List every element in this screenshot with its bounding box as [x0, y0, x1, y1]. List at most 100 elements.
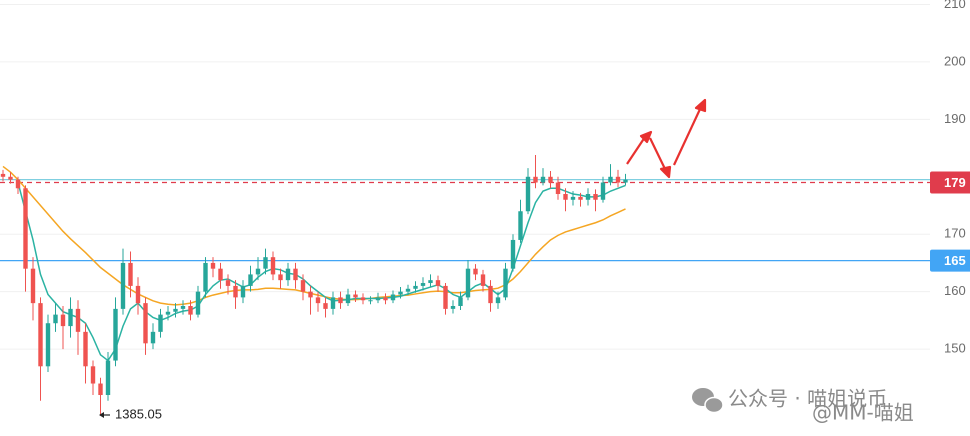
candle-body	[248, 274, 253, 286]
candle-body	[465, 268, 471, 298]
arrow-up-1	[626, 136, 646, 165]
candle-body	[293, 268, 298, 281]
candle-body	[615, 176, 621, 183]
candle-body	[23, 188, 28, 269]
grid: 210 200 190 170 160 150	[0, 0, 966, 356]
y-tick-label: 210	[944, 0, 966, 11]
candle-body	[225, 280, 231, 286]
low-arrowhead	[99, 412, 104, 418]
arrowhead	[694, 98, 707, 113]
candle-body	[8, 176, 13, 180]
candle-body	[533, 176, 538, 183]
candle-body	[510, 239, 516, 269]
y-tick-label: 170	[944, 226, 966, 241]
candle-body	[105, 360, 111, 396]
candle-body	[390, 294, 396, 301]
candle-body	[375, 297, 381, 301]
candle-body	[473, 268, 478, 275]
candle-body	[443, 285, 448, 309]
candle-body	[383, 297, 388, 301]
candle-body	[308, 291, 313, 298]
candle-body	[353, 294, 358, 298]
y-tick-label: 200	[944, 53, 966, 68]
y-tick-label: 190	[944, 111, 966, 126]
low-annotation: 1385.05	[99, 406, 162, 421]
level-label: 165	[944, 253, 966, 268]
wechat-icon	[692, 388, 724, 414]
candle-body	[420, 283, 426, 286]
candle-body	[623, 179, 628, 183]
candle-body	[315, 297, 321, 304]
candle-body	[158, 314, 163, 332]
candle-body	[120, 262, 126, 309]
candle-body	[143, 303, 148, 344]
candle-body	[600, 182, 606, 200]
candle-body	[180, 306, 186, 309]
y-tick-label: 160	[944, 283, 966, 298]
candle-body	[15, 179, 21, 189]
arrowhead	[659, 165, 672, 179]
ma-line	[2, 165, 626, 306]
candle-body	[525, 176, 531, 212]
candle-body	[548, 176, 553, 183]
watermark: 公众号 · 喵姐说币 @MM-喵姐	[692, 387, 914, 425]
candle-body	[270, 257, 276, 275]
candle-body	[563, 194, 568, 200]
level-badge	[930, 171, 970, 194]
level-label: 179	[944, 175, 966, 190]
level-badge	[930, 249, 970, 272]
candle-body	[518, 211, 523, 240]
candle-body	[323, 303, 328, 309]
candle-body	[240, 285, 246, 298]
candle-body	[413, 285, 418, 289]
candle-body	[480, 274, 486, 286]
candle-body	[555, 182, 561, 195]
candle-body	[165, 311, 171, 315]
candle-body	[398, 291, 403, 295]
candle-body	[435, 280, 441, 286]
ma-line	[17, 182, 626, 362]
candle-body	[30, 268, 36, 304]
candle-body	[585, 194, 591, 200]
candle-body	[255, 268, 261, 275]
candle-body	[188, 306, 193, 315]
watermark-text: @MM-喵姐	[812, 401, 914, 425]
candle-body	[75, 308, 81, 332]
watermark-text: 公众号 · 喵姐说币	[728, 387, 887, 411]
candle-body	[338, 297, 343, 304]
candle-body	[0, 173, 6, 177]
candle-body	[195, 291, 201, 315]
candle-body	[495, 297, 501, 304]
candle-body	[128, 262, 133, 286]
candle-body	[83, 331, 88, 367]
candle-body	[53, 314, 58, 324]
candle-body	[173, 308, 178, 312]
candle-body	[330, 297, 336, 309]
candle-body	[578, 196, 583, 200]
candle-body	[608, 176, 613, 183]
candle-body	[90, 366, 96, 384]
candle-body	[113, 308, 118, 361]
candle-body	[263, 257, 268, 269]
candle-body	[98, 383, 103, 396]
candle-body	[45, 323, 51, 367]
candle-body	[60, 314, 66, 327]
candle-body	[488, 285, 493, 304]
candle-body	[360, 297, 366, 301]
arrow-down	[649, 137, 667, 172]
candles	[0, 154, 628, 416]
candle-body	[218, 268, 223, 281]
candle-body	[203, 262, 208, 292]
candle-body	[458, 297, 463, 307]
trend-arrows	[626, 98, 707, 179]
candle-body	[428, 280, 433, 284]
candle-body	[345, 294, 351, 304]
candle-body	[38, 303, 43, 367]
candle-body	[450, 306, 456, 309]
candle-body	[300, 280, 306, 292]
candle-body	[405, 288, 411, 292]
candle-body	[135, 285, 141, 304]
candle-body	[593, 194, 598, 200]
candle-body	[210, 262, 216, 269]
